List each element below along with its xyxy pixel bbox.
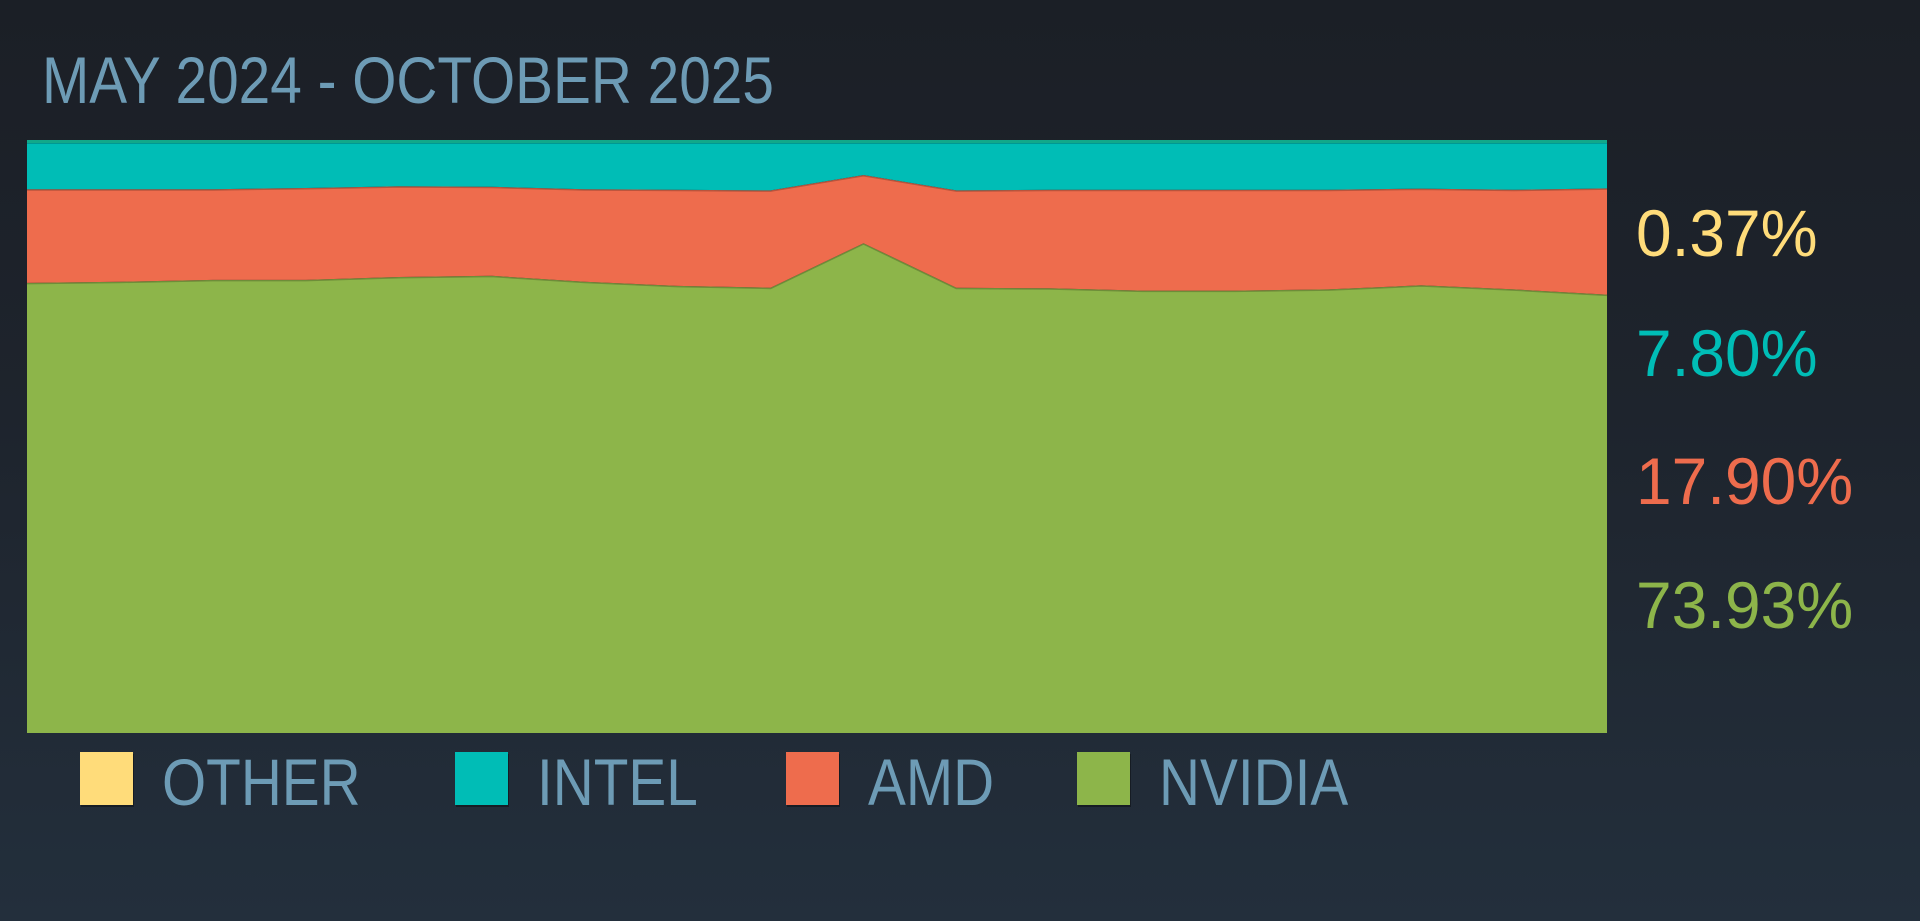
nvidia-area [27,243,1607,733]
intel-swatch-icon [455,752,508,805]
other-percentage: 0.37% [1636,196,1818,270]
amd-percentage: 17.90% [1636,444,1854,518]
nvidia-percentage: 73.93% [1636,568,1854,642]
intel-area [27,142,1607,191]
legend-label: INTEL [537,745,698,819]
legend-label: OTHER [162,745,361,819]
other-swatch-icon [80,752,133,805]
amd-area [27,175,1607,295]
legend-label: AMD [868,745,995,819]
chart-top-edge [27,140,1607,143]
legend-label: NVIDIA [1159,745,1349,819]
chart-title: MAY 2024 - OCTOBER 2025 [42,43,774,117]
stacked-area-chart [27,140,1607,733]
amd-swatch-icon [786,752,839,805]
chart-plot-area [27,140,1607,733]
nvidia-swatch-icon [1077,752,1130,805]
intel-percentage: 7.80% [1636,316,1818,390]
